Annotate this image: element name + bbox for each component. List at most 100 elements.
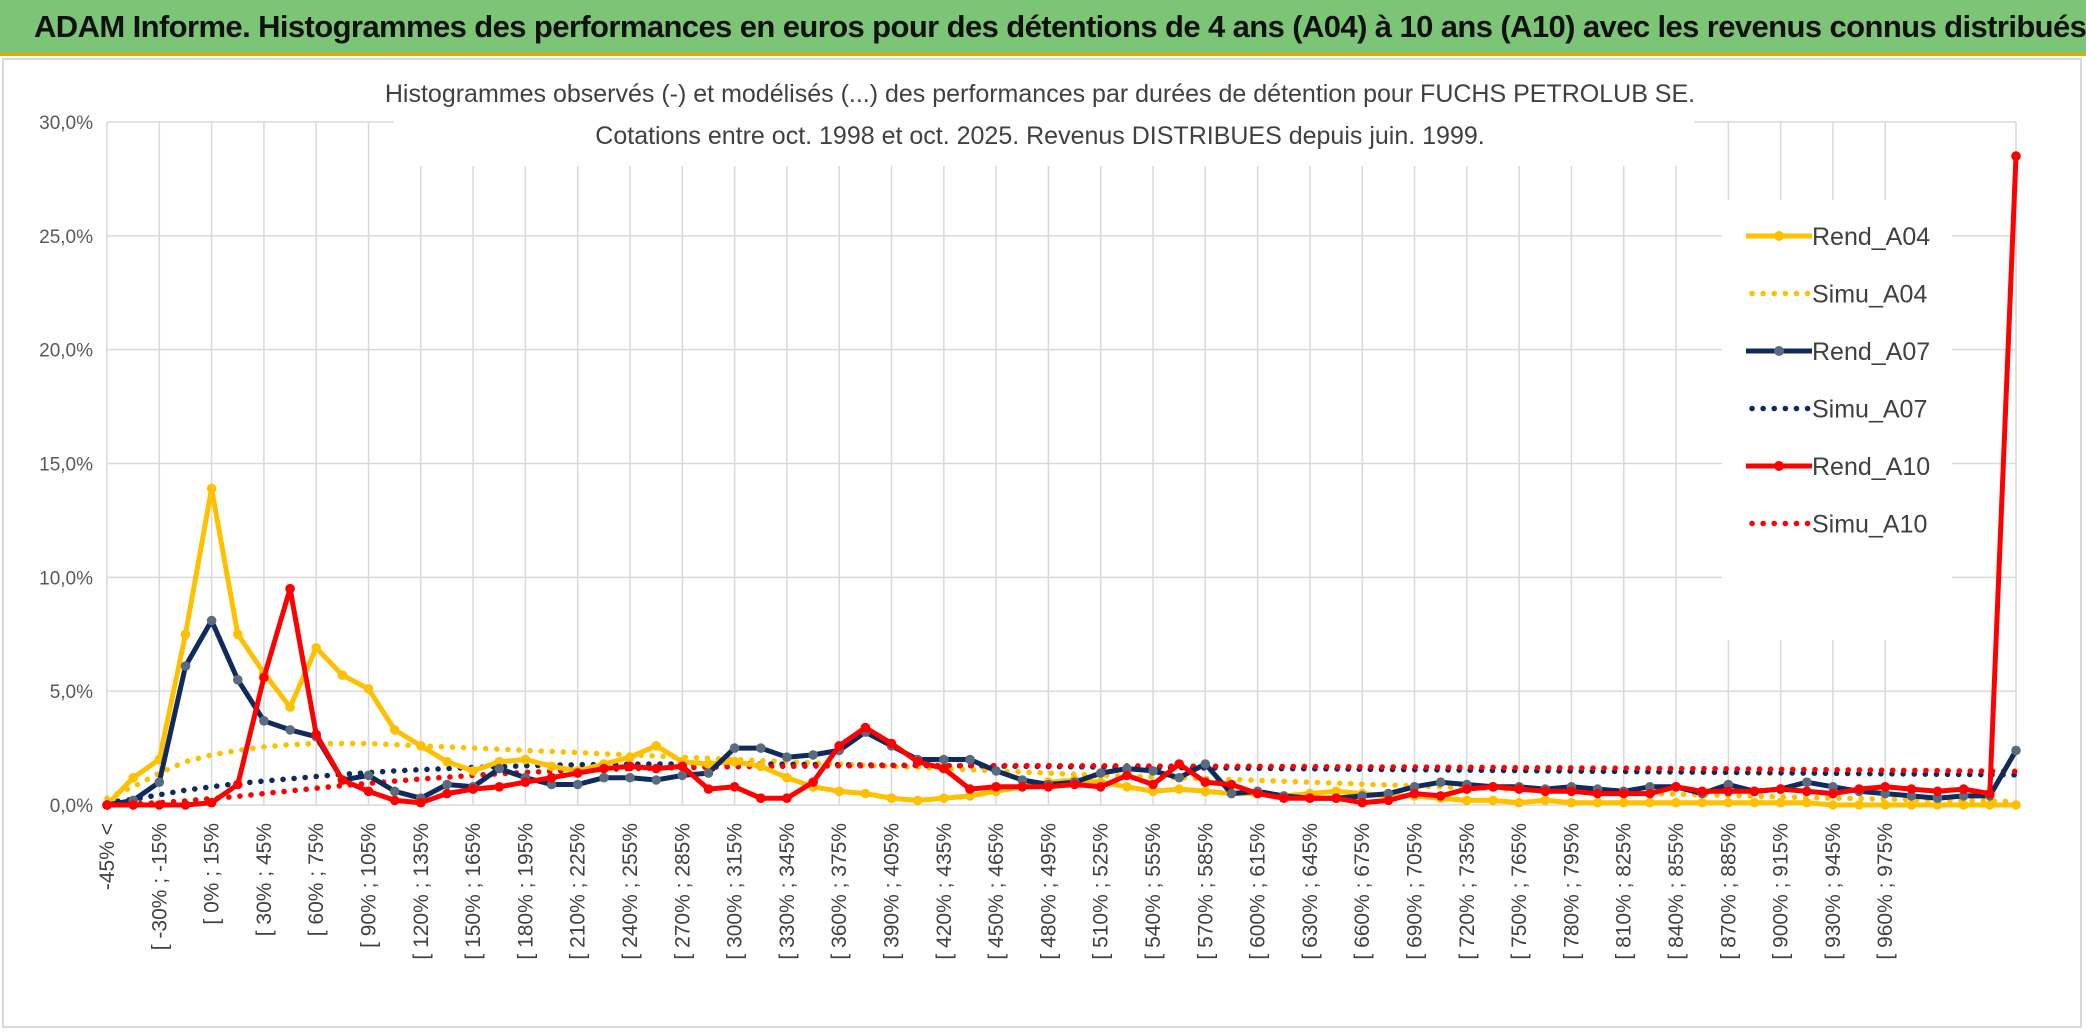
x-tick-label: [ 630% ; 645% [1299,823,1322,960]
rend-a10-point [756,793,766,803]
rend-a07-point [729,743,740,753]
rend-a07-point [1357,791,1367,801]
y-tick-label: 25,0% [39,227,93,248]
rend-a10-point [389,795,400,806]
rend-a10-point [599,763,609,774]
x-tick-label: [ 960% ; 975% [1874,823,1897,960]
x-tick-label: [ 420% ; 435% [933,823,956,960]
legend-box [1722,200,1952,640]
y-tick-label: 10,0% [39,568,93,589]
rend-a10-point [1331,793,1341,803]
rend-a10-point [1357,797,1367,808]
x-tick-label: [ 270% ; 285% [671,823,694,960]
x-tick-label: [ 60% ; 75% [305,823,328,936]
rend-a04-point [1148,786,1158,797]
rend-a04-point [285,702,295,712]
rend-a04-point [494,756,505,767]
x-tick-label: [ 480% ; 495% [1037,823,1060,960]
rend-a04-point [834,786,844,797]
rend-a10-point [154,800,165,810]
rend-a04-point [546,761,557,772]
histogram-chart: 0,0% 5,0% 10,0% 15,0% 20,0% 25,0% 30,0% -45% <… [39,62,2021,960]
rend-a10-point [939,763,949,774]
rend-a04-point [2011,800,2021,810]
rend-a10-point [311,729,322,740]
rend-a04-point [651,741,661,751]
rend-a04-point [912,795,923,806]
rend-a04-point [1514,797,1524,808]
rend-a04-point [1122,782,1132,792]
x-tick-label: [ 900% ; 915% [1770,823,1793,960]
rend-a10-point [625,761,635,772]
rend-a07-point [285,725,295,735]
x-tick-label: [ 210% ; 225% [567,823,590,960]
rend-a04-point [1540,795,1551,806]
rend-a07-point [808,750,818,760]
rend-a10-point [1775,784,1786,794]
rend-a04-point [939,793,949,803]
x-tick-label: [ 30% ; 45% [253,823,276,936]
rend-a07-point [233,675,243,685]
rend-a04-point [625,752,635,762]
rend-a07-point [625,772,635,783]
x-tick-label: [ 810% ; 825% [1613,823,1636,960]
rend-a07-point [1802,777,1812,787]
rend-a10-point [416,797,426,808]
rend-a04-point [886,793,897,803]
rend-a07-point [1200,759,1211,769]
rend-a10-point [1932,786,1943,797]
rend-a07-point [389,786,400,797]
rend-a10-point [782,793,792,803]
rend-a07-point [1906,791,1917,801]
rend-a04-point [1932,800,1943,810]
x-tick-label: [ 90% ; 105% [358,823,381,948]
rend-a07-point [2011,745,2021,756]
rend-a07-point [1932,793,1943,803]
rend-a04-point [756,761,766,772]
y-tick-label: 5,0% [50,682,93,703]
rend-a10-point [860,722,871,733]
rend-a07-point [1880,788,1890,799]
rend-a07-point [1122,763,1132,774]
rend-a04-point [1749,797,1760,808]
rend-a07-point [677,770,688,781]
rend-a04-point [1958,800,1969,810]
rend-a10-point [1618,788,1629,799]
rend-a10-point [1697,786,1707,797]
legend-simu-a10-label: Simu_A10 [1812,511,1927,539]
chart-subtitle: Cotations entre oct. 1998 et oct. 2025. … [595,122,1484,150]
rend-a10-point [1566,786,1577,797]
rend-a10-point [180,800,191,810]
rend-a10-point [1880,782,1890,792]
rend-a10-point [886,738,897,749]
report-title: ADAM Informe. Histogrammes des performan… [34,9,2086,44]
rend-a10-point [1723,786,1734,797]
rend-a07-point [1409,782,1420,792]
legend-rend-a10-marker [1774,461,1784,471]
rend-a04-point [128,772,138,783]
x-tick-label: [ 150% ; 165% [462,823,485,960]
x-tick-label: [ -30% ; -15% [148,823,171,950]
legend-simu-a07-label: Simu_A07 [1812,396,1927,424]
rend-a07-line [106,618,2019,808]
rend-a04-point [1985,800,1995,810]
x-tick-label: [ 540% ; 555% [1142,823,1165,960]
report-banner: ADAM Informe. Histogrammes des performan… [0,0,2086,56]
rend-a04-point [965,791,975,801]
rend-a07-point [1174,772,1184,783]
series-lines [102,151,2021,810]
rend-a10-point [1252,788,1263,799]
x-axis-ticks: -45% < [ -30% ; -15% [ 0% ; 15% [ 30% ; 45%… [96,823,1897,960]
x-tick-label: [ 780% ; 795% [1560,823,1583,960]
rend-a04-point [782,772,792,783]
rend-a10-point [729,782,740,792]
legend-simu-a04-label: Simu_A04 [1812,281,1927,309]
rend-a07-point [1828,782,1838,792]
rend-a10-point [520,777,531,787]
rend-a10-point [1148,779,1158,790]
rend-a04-point [1828,800,1838,810]
rend-a04-point [1906,800,1917,810]
x-tick-label: [ 180% ; 195% [514,823,537,960]
rend-a04-point [703,759,714,769]
rend-a04-point [1592,797,1603,808]
